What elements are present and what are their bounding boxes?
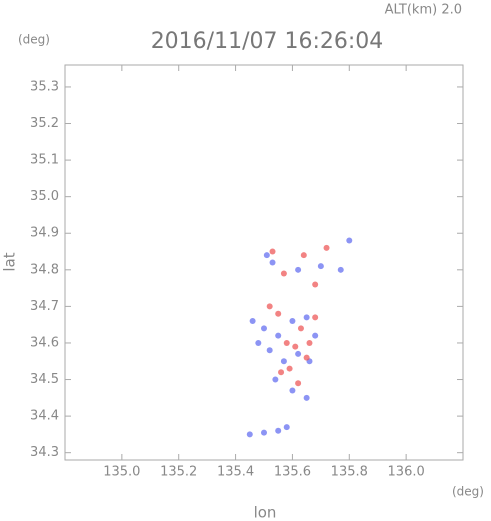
echo-point xyxy=(280,358,287,365)
echo-point xyxy=(323,244,330,251)
echo-point xyxy=(286,365,293,372)
echo-point xyxy=(272,376,279,383)
echo-point xyxy=(317,263,324,270)
echo-point xyxy=(246,431,253,438)
echo-point xyxy=(295,380,302,387)
x-tick-label: 136.0 xyxy=(388,465,425,480)
echo-point xyxy=(289,387,296,394)
echo-point xyxy=(275,427,282,434)
x-tick-label: 135.0 xyxy=(103,465,140,480)
echo-point xyxy=(280,270,287,277)
altitude-label: ALT(km) 2.0 xyxy=(385,3,462,18)
echo-point xyxy=(269,248,276,255)
echo-point xyxy=(303,354,310,361)
y-tick-label: 34.9 xyxy=(30,226,59,241)
echo-point xyxy=(275,310,282,317)
echo-point xyxy=(261,429,267,436)
x-tick-label: 135.2 xyxy=(160,465,197,480)
x-unit: (deg) xyxy=(452,485,484,499)
echo-point xyxy=(312,281,319,288)
echo-point xyxy=(292,343,299,350)
y-tick-label: 34.6 xyxy=(30,335,59,350)
x-tick-label: 135.6 xyxy=(274,465,311,480)
echo-point xyxy=(275,332,282,339)
y-tick-label: 35.3 xyxy=(30,79,59,94)
echo-point xyxy=(312,314,319,321)
echo-point xyxy=(266,303,273,310)
plot-frame xyxy=(64,64,464,461)
echo-point xyxy=(249,318,256,325)
echo-point xyxy=(261,325,267,332)
echo-point xyxy=(289,318,296,325)
echo-point xyxy=(266,347,273,354)
chart-title: 2016/11/07 16:26:04 xyxy=(151,29,384,54)
echo-point xyxy=(283,424,290,431)
y-unit: (deg) xyxy=(18,33,50,47)
echo-point xyxy=(255,339,262,346)
x-tick-label: 135.4 xyxy=(217,465,254,480)
echo-point xyxy=(297,325,304,332)
y-tick-label: 34.7 xyxy=(30,299,59,314)
echo-point xyxy=(312,332,319,339)
echo-point xyxy=(306,339,313,346)
y-tick-label: 35.1 xyxy=(30,153,59,168)
y-tick-label: 34.4 xyxy=(30,409,59,424)
echo-point xyxy=(303,394,310,401)
echo-point xyxy=(346,237,353,244)
y-tick-label: 34.3 xyxy=(30,445,59,460)
y-tick-label: 34.5 xyxy=(30,372,59,387)
echo-point xyxy=(303,314,310,321)
y-tick-label: 34.8 xyxy=(30,262,59,277)
x-axis-label: lon xyxy=(254,504,277,521)
echo-point xyxy=(337,266,344,273)
echo-point xyxy=(263,252,270,259)
echo-point xyxy=(300,252,307,259)
y-axis-label: lat xyxy=(1,252,19,271)
echo-point xyxy=(269,259,276,266)
y-tick-label: 35.2 xyxy=(30,116,59,131)
x-tick-label: 135.8 xyxy=(331,465,368,480)
echo-point xyxy=(283,339,290,346)
echo-point xyxy=(295,350,302,357)
y-tick-label: 35.0 xyxy=(30,189,59,204)
echo-point xyxy=(278,369,285,376)
echo-point xyxy=(295,266,302,273)
